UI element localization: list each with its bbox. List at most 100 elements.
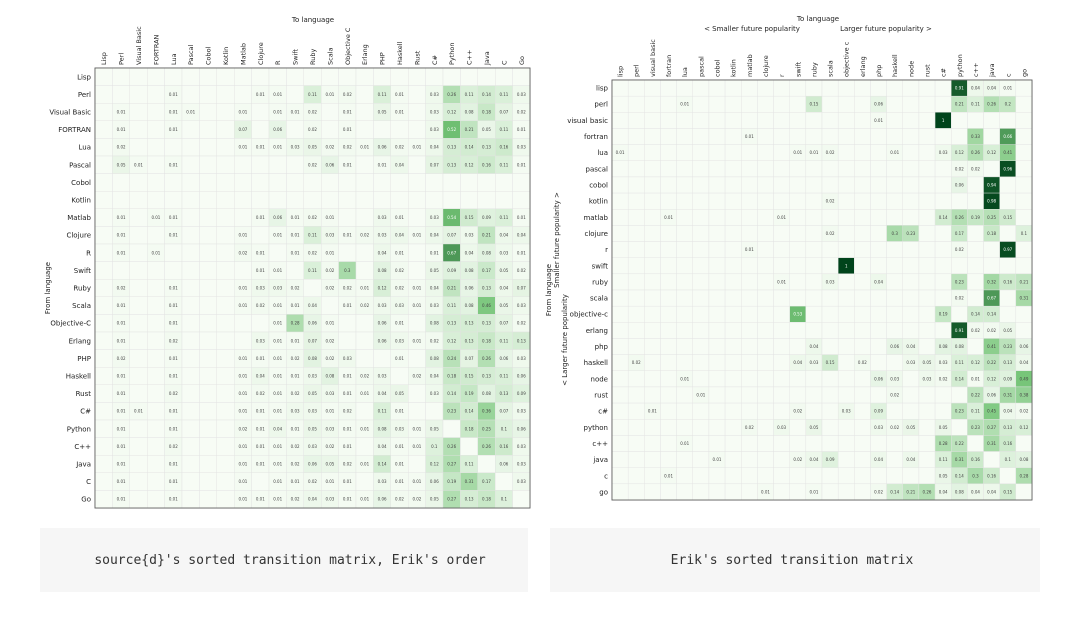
heatmap-cell (164, 67, 183, 86)
cell-label: 0.01 (169, 92, 178, 97)
heatmap-cell (918, 241, 936, 258)
heatmap-cell (660, 95, 677, 113)
heatmap-cell (757, 160, 774, 178)
cell-label: 0.03 (809, 360, 818, 365)
heatmap-cell (805, 128, 823, 145)
heatmap-cell (181, 349, 200, 368)
heatmap-cell (870, 144, 887, 161)
cell-label: 0.05 (809, 425, 818, 430)
heatmap-cell (741, 112, 758, 129)
heatmap-cell (708, 257, 726, 275)
heatmap-cell (512, 190, 531, 209)
heatmap-cell (821, 305, 839, 323)
heatmap-cell (199, 261, 217, 280)
heatmap-cell (355, 243, 374, 262)
cell-label: 0.19 (465, 391, 474, 396)
heatmap-cell (837, 305, 855, 323)
heatmap-cell (757, 209, 774, 226)
cell-label: 0.26 (971, 150, 980, 155)
cell-label: 0.18 (447, 374, 456, 379)
y-tick-label: java (592, 456, 608, 464)
x-tick-label: matlab (746, 54, 754, 77)
cell-label: 0.26 (987, 102, 996, 107)
cell-label: 0.13 (482, 374, 491, 379)
heatmap-cell (708, 402, 726, 420)
cell-label: 0.01 (680, 376, 689, 381)
heatmap-cell (477, 455, 496, 474)
heatmap-cell (644, 112, 661, 129)
heatmap-cell (181, 155, 200, 174)
cell-label: 0.1 (1021, 231, 1028, 236)
cell-label: 0.02 (412, 374, 421, 379)
heatmap-cell (216, 296, 235, 315)
heatmap-cell (676, 176, 693, 194)
y-tick-label: matlab (583, 214, 608, 222)
cell-label: 0.15 (826, 360, 835, 365)
heatmap-cell (999, 112, 1017, 129)
x-tick-label: Lua (170, 53, 178, 65)
heatmap-cell (676, 79, 693, 97)
heatmap-cell (837, 225, 855, 242)
cell-label: 0.11 (447, 303, 456, 308)
cell-label: 0.01 (325, 92, 334, 97)
x-annotation: Larger future popularity > (840, 25, 932, 33)
heatmap-cell (1015, 176, 1033, 194)
heatmap-cell (902, 95, 920, 113)
heatmap-cell (870, 467, 887, 485)
cell-label: 0.11 (499, 374, 508, 379)
cell-label: 0.17 (482, 268, 491, 273)
cell-label: 0.01 (117, 374, 126, 379)
heatmap-cell (94, 102, 113, 121)
heatmap-cell (741, 95, 758, 113)
heatmap-cell (757, 370, 774, 388)
heatmap-cell (644, 370, 661, 388)
heatmap-cell (268, 173, 287, 192)
heatmap-cell (821, 257, 839, 275)
cell-label: 0.91 (955, 86, 964, 91)
x-tick-label: Ruby (309, 49, 317, 65)
cell-label: 0.14 (378, 462, 387, 467)
heatmap-cell (918, 289, 936, 307)
heatmap-cell (821, 95, 839, 113)
heatmap-cell (94, 120, 113, 139)
heatmap-cell (199, 208, 217, 227)
heatmap-cell (676, 386, 693, 404)
x-tick-label: scala (827, 60, 835, 77)
heatmap-cell (644, 225, 661, 242)
cell-label: 0.03 (826, 279, 835, 284)
cell-label: 0.01 (238, 444, 247, 449)
cell-label: 0.04 (939, 489, 948, 494)
cell-label: 0.03 (939, 360, 948, 365)
heatmap-cell (303, 279, 322, 298)
heatmap-cell (902, 209, 920, 226)
heatmap-cell (902, 112, 920, 129)
x-tick-label: clojure (762, 55, 770, 77)
heatmap-cell (789, 241, 807, 258)
cell-label: 0.07 (517, 286, 526, 291)
heatmap-cell (854, 370, 871, 388)
heatmap-cell (355, 173, 374, 192)
cell-label: 0.08 (1019, 457, 1028, 462)
x-tick-label: FORTRAN (152, 34, 160, 65)
heatmap-cell (741, 160, 758, 178)
heatmap-cell (870, 128, 887, 145)
y-tick-label: fortran (584, 133, 608, 141)
cell-label: 0.08 (955, 344, 964, 349)
cell-label: 0.25 (482, 426, 491, 431)
heatmap-cell (837, 386, 855, 404)
heatmap-cell (181, 190, 200, 209)
heatmap-cell (408, 102, 426, 121)
heatmap-cell (146, 296, 165, 315)
heatmap-cell (918, 322, 936, 339)
heatmap-cell (164, 243, 183, 262)
heatmap-cell (355, 402, 374, 421)
cell-label: 0.67 (987, 296, 996, 301)
heatmap-cell (854, 402, 871, 420)
cell-label: 0.12 (378, 286, 387, 291)
x-tick-label: Erlang (361, 44, 369, 65)
x-tick-label: Rust (413, 50, 421, 65)
heatmap-cell (611, 386, 629, 404)
heatmap-cell (773, 354, 790, 371)
heatmap-cell (181, 419, 200, 438)
heatmap-cell (199, 349, 217, 368)
